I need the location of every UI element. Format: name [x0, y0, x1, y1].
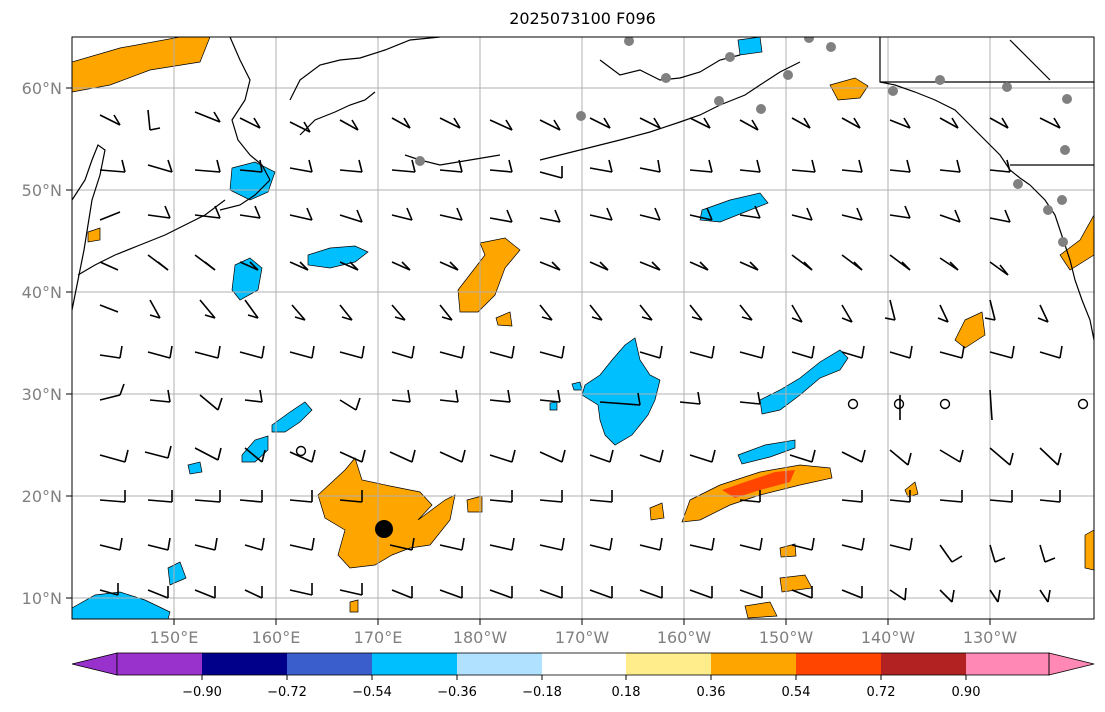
- graticule: [72, 37, 1094, 619]
- observation-stations: [415, 37, 1072, 247]
- calm-wind-circles: [295, 398, 1089, 457]
- lat-label-50n: 50°N: [22, 181, 62, 200]
- lon-label-140w: 140°W: [861, 628, 916, 647]
- colorbar-bin: [117, 653, 202, 675]
- lat-label-20n: 20°N: [22, 487, 62, 506]
- lon-label-130w: 130°W: [963, 628, 1018, 647]
- lon-label-160w: 160°W: [657, 628, 712, 647]
- colorbar-bin: [202, 653, 287, 675]
- colorbar-bin: [711, 653, 796, 675]
- colorbar-bin: [287, 653, 372, 675]
- colorbar-tick-label: −0.18: [522, 685, 562, 700]
- colorbar-bin: [457, 653, 542, 675]
- map-title: 2025073100 F096: [509, 9, 656, 28]
- map-area: [72, 37, 1094, 619]
- colorbar-bin: [372, 653, 457, 675]
- colorbar-tick-label: 0.72: [867, 685, 896, 700]
- positive-anomaly-patches: [72, 37, 1094, 619]
- lon-label-170w: 170°W: [555, 628, 610, 647]
- colorbar-tick-label: −0.72: [267, 685, 307, 700]
- colorbar-extend-high: [1048, 652, 1095, 676]
- latitude-labels: 60°N 50°N 40°N 30°N 20°N 10°N: [22, 79, 62, 608]
- colorbar-tick-label: 0.36: [697, 685, 726, 700]
- lat-label-10n: 10°N: [22, 589, 62, 608]
- longitude-labels: 150°E 160°E 170°E 180°W 170°W 160°W 150°…: [150, 628, 1018, 647]
- lon-label-150w: 150°W: [759, 628, 814, 647]
- strong-positive-core: [722, 470, 795, 498]
- negative-anomaly-patches: [72, 37, 849, 619]
- lat-label-30n: 30°N: [22, 385, 62, 404]
- colorbar-bin: [626, 653, 711, 675]
- colorbar-tick-label: −0.90: [182, 685, 222, 700]
- wind-barb-feathers: [113, 111, 1063, 603]
- coastlines: [72, 37, 1094, 341]
- colorbar-tick-label: −0.36: [437, 685, 477, 700]
- colorbar-bin: [796, 653, 881, 675]
- lon-label-150e: 150°E: [150, 628, 199, 647]
- colorbar-tick-label: 0.90: [952, 685, 981, 700]
- colorbar-bin: [966, 653, 1049, 675]
- axis-ticks: [66, 87, 991, 625]
- lat-label-60n: 60°N: [22, 79, 62, 98]
- lon-label-170e: 170°E: [354, 628, 403, 647]
- colorbar-bin: [881, 653, 966, 675]
- colorbar: −0.90 −0.72 −0.54 −0.36 −0.18 0.18 0.36 …: [71, 652, 1095, 700]
- colorbar-tick-label: 0.54: [782, 685, 811, 700]
- colorbar-extend-low: [71, 652, 118, 676]
- colorbar-bin: [542, 653, 626, 675]
- colorbar-tick-label: 0.18: [612, 685, 641, 700]
- colorbar-tick-label: −0.54: [352, 685, 392, 700]
- lon-label-180w: 180°W: [453, 628, 508, 647]
- lat-label-40n: 40°N: [22, 283, 62, 302]
- map-frame: [71, 36, 1095, 620]
- storm-center-marker: [375, 520, 393, 538]
- wind-barbs: [99, 109, 1061, 603]
- lon-label-160e: 160°E: [252, 628, 301, 647]
